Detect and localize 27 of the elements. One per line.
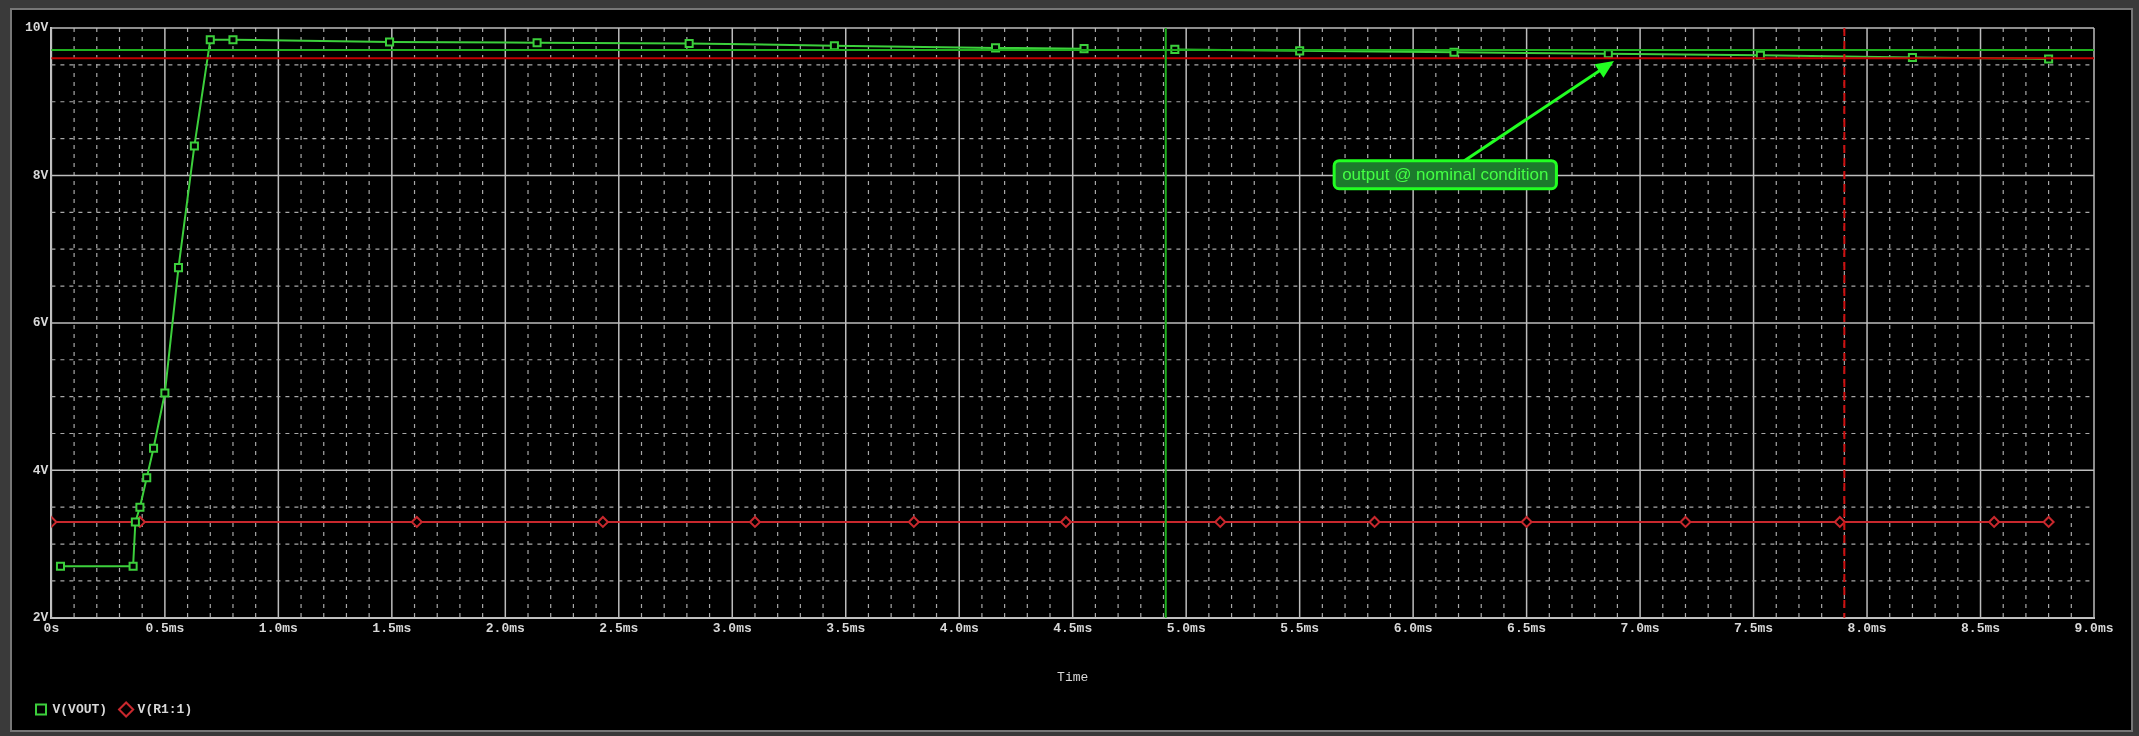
x-tick-label: 4.5ms bbox=[1053, 620, 1093, 636]
x-tick-label: 1.0ms bbox=[258, 620, 299, 636]
x-tick-label: 8.5ms bbox=[1961, 620, 2001, 636]
x-tick-label: 5.0ms bbox=[1166, 620, 1206, 636]
x-tick-label: 3.0ms bbox=[712, 620, 752, 636]
x-tick-label: 0.5ms bbox=[145, 620, 185, 636]
legend-label: V(VOUT) bbox=[52, 701, 108, 717]
x-tick-label: 6.0ms bbox=[1393, 620, 1433, 636]
x-tick-label: 9.0ms bbox=[2074, 620, 2114, 636]
y-tick-label: 4V bbox=[32, 462, 49, 478]
annotation: output @ nominal condition bbox=[1342, 165, 1549, 185]
y-tick-label: 10V bbox=[25, 20, 49, 36]
x-tick-label: 2.0ms bbox=[485, 620, 526, 636]
x-tick-label: 7.0ms bbox=[1620, 620, 1660, 636]
legend-label: V(R1:1) bbox=[137, 701, 193, 717]
x-tick-label: 2.5ms bbox=[599, 620, 639, 636]
x-tick-label: 3.5ms bbox=[826, 620, 866, 636]
x-axis-title: Time bbox=[1057, 669, 1089, 685]
x-tick-label: 6.5ms bbox=[1507, 620, 1547, 636]
x-tick-label: 4.0ms bbox=[939, 620, 979, 636]
y-tick-label: 6V bbox=[32, 315, 49, 331]
x-tick-label: 0s bbox=[43, 620, 60, 636]
x-tick-label: 1.5ms bbox=[372, 620, 412, 636]
x-tick-label: 8.0ms bbox=[1847, 620, 1887, 636]
x-tick-label: 7.5ms bbox=[1734, 620, 1774, 636]
x-tick-label: 5.5ms bbox=[1280, 620, 1320, 636]
y-tick-label: 8V bbox=[32, 167, 49, 183]
